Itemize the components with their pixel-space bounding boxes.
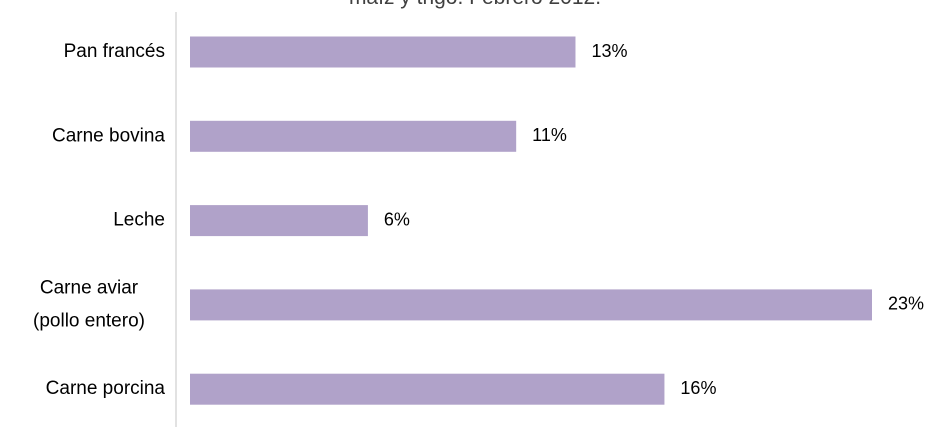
category-label-2: Leche	[113, 210, 165, 231]
category-label-4: Carne porcina	[46, 378, 166, 399]
bars: 13% Pan francés 11% Carne bovina 6% Leche 23% C…	[33, 36, 924, 405]
category-label-1: Carne bovina	[52, 125, 165, 146]
category-label-3-line-1: (pollo entero)	[33, 310, 145, 331]
bar-4	[190, 373, 665, 405]
category-label-3-line-0: Carne aviar	[40, 277, 139, 298]
bar-0	[190, 36, 576, 68]
chart-title: maíz y trigo. Febrero 2012.	[349, 0, 601, 9]
bar-2	[190, 205, 368, 237]
value-label-0: 13%	[591, 41, 627, 61]
bar-3	[190, 289, 872, 321]
value-label-4: 16%	[680, 378, 716, 398]
bar-1	[190, 120, 517, 152]
category-label-0: Pan francés	[64, 41, 165, 62]
value-label-3: 23%	[888, 294, 924, 314]
value-label-2: 6%	[384, 209, 410, 229]
value-label-1: 11%	[532, 125, 567, 145]
